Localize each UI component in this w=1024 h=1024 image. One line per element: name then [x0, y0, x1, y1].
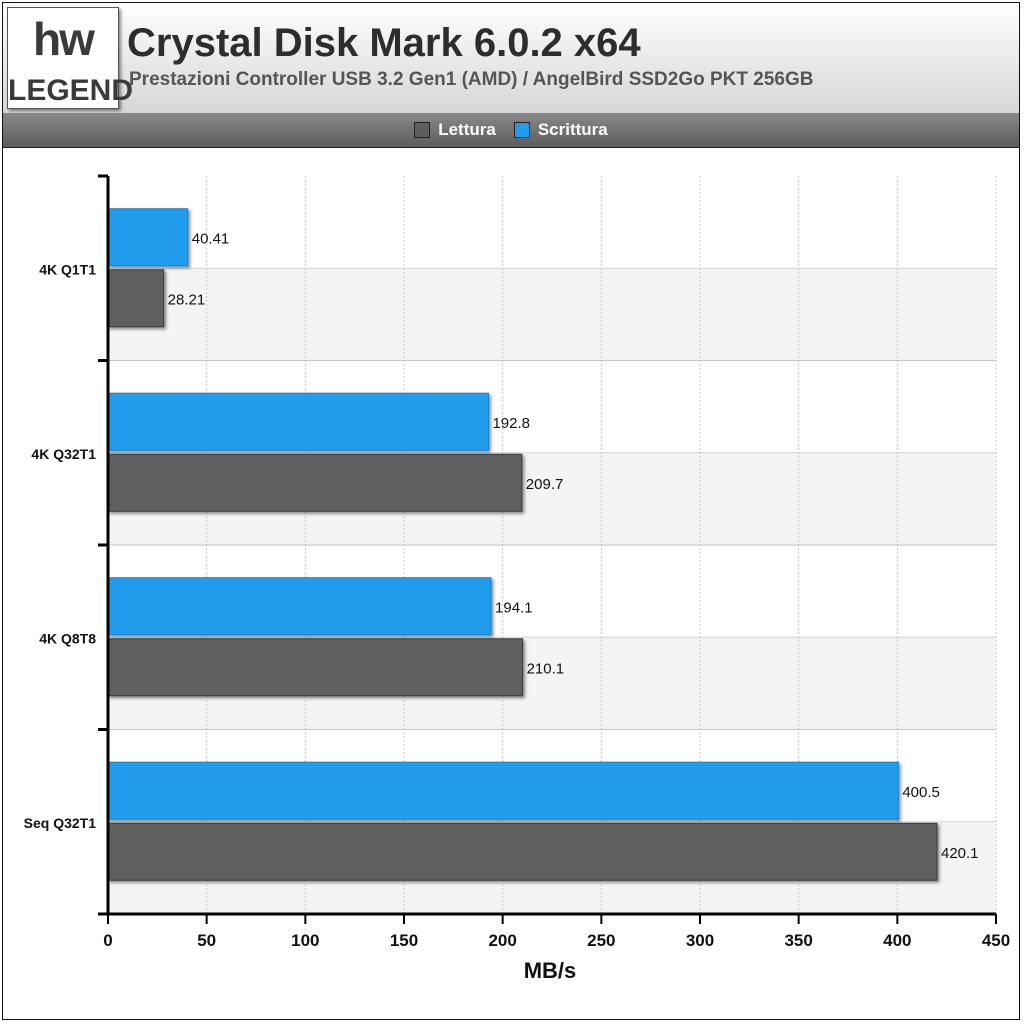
- x-tick-label: 50: [197, 931, 216, 950]
- x-tick-label: 0: [103, 931, 112, 950]
- plot-band-lower: [108, 268, 996, 361]
- data-label: 420.1: [941, 845, 979, 862]
- bar-lettura-2: [107, 638, 524, 697]
- x-tick-label: 350: [784, 931, 812, 950]
- data-label: 194.1: [495, 599, 533, 616]
- legend-label-scrittura: Scrittura: [537, 120, 608, 139]
- plot-band-upper: [108, 176, 996, 269]
- x-tick-label: 400: [883, 931, 911, 950]
- legend-label-lettura: Lettura: [438, 120, 496, 139]
- data-label: 40.41: [192, 230, 230, 247]
- data-label: 210.1: [527, 660, 565, 677]
- bar-lettura-1: [107, 453, 523, 512]
- chart-title: Crystal Disk Mark 6.0.2 x64: [127, 21, 641, 65]
- bar-scrittura-1: [107, 392, 489, 451]
- x-tick-label: 100: [291, 931, 319, 950]
- logo-wordmark: LEGEND: [8, 74, 134, 107]
- data-label: 28.21: [168, 291, 206, 308]
- bar-lettura-0: [107, 269, 165, 328]
- data-label: 209.7: [526, 476, 564, 493]
- bar-lettura-3: [107, 822, 938, 881]
- x-tick-label: 250: [587, 931, 615, 950]
- category-label: 4K Q8T8: [39, 630, 96, 646]
- chart-header: hw LEGEND Crystal Disk Mark 6.0.2 x64 Pr…: [3, 3, 1019, 114]
- chart-subtitle: Prestazioni Controller USB 3.2 Gen1 (AMD…: [129, 69, 814, 90]
- bar-scrittura-2: [107, 577, 492, 636]
- legend-item-lettura: Lettura: [414, 120, 496, 140]
- legend-swatch-lettura: [414, 122, 431, 138]
- hwlegend-logo: hw LEGEND: [7, 7, 134, 109]
- x-tick-label: 200: [488, 931, 516, 950]
- category-label: 4K Q1T1: [39, 261, 96, 277]
- bar-scrittura-0: [107, 208, 189, 267]
- legend-swatch-scrittura: [513, 122, 530, 138]
- x-axis-title: MB/s: [524, 958, 577, 983]
- data-label: 400.5: [902, 784, 940, 801]
- bar-scrittura-3: [107, 761, 899, 820]
- category-label: Seq Q32T1: [24, 815, 97, 831]
- category-label: 4K Q32T1: [31, 446, 96, 462]
- logo-mark: hw: [33, 13, 95, 65]
- data-label: 192.8: [492, 415, 530, 432]
- legend: Lettura Scrittura: [3, 113, 1019, 148]
- x-tick-label: 450: [982, 931, 1010, 950]
- x-tick-label: 300: [686, 931, 714, 950]
- x-tick-label: 150: [390, 931, 418, 950]
- legend-item-scrittura: Scrittura: [513, 120, 608, 140]
